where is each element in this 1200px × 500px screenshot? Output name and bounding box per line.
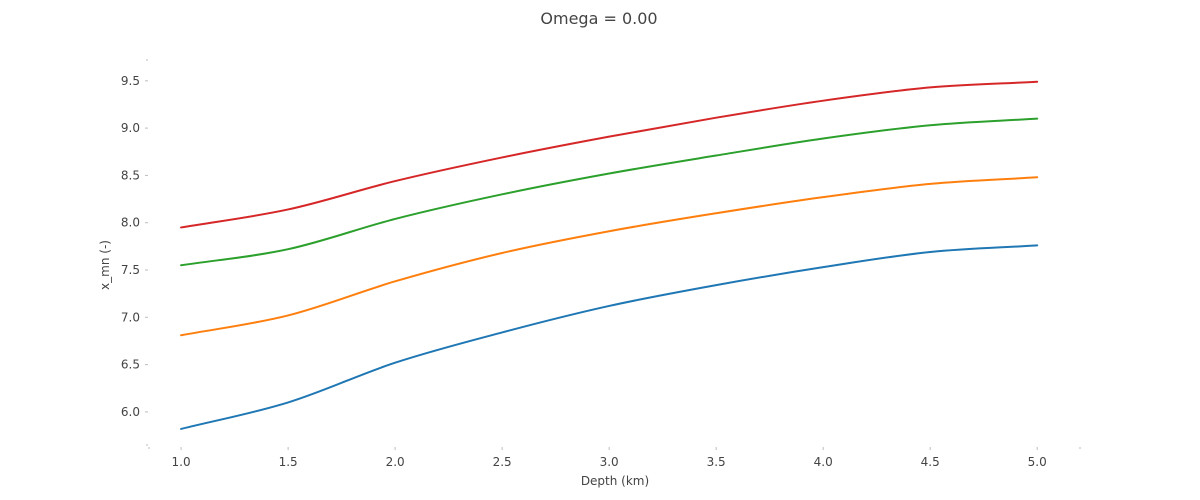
y-tick-label: 9.5	[121, 74, 140, 88]
chart-title: Omega = 0.00	[540, 9, 657, 28]
x-tick-label: 1.0	[172, 455, 191, 469]
series-layer	[180, 80, 1039, 430]
x-tick-label: 3.0	[600, 455, 619, 469]
series-line-1	[180, 244, 1039, 430]
series-line-3	[180, 117, 1039, 267]
plot-area: 1.0 1.5 2.0 2.5 3.0 3.5 4.0 4.5 5.0 6.0 6.5 7.0 7.5…	[121, 59, 1081, 469]
y-tick-label: 6.5	[121, 358, 140, 372]
y-tick-label: 6.0	[121, 405, 140, 419]
x-axis: 1.0 1.5 2.0 2.5 3.0 3.5 4.0 4.5 5.0	[148, 447, 1081, 469]
series-line-4	[180, 80, 1039, 229]
x-tick-label: 2.0	[386, 455, 405, 469]
series-line-2	[180, 176, 1039, 337]
y-tick-label: 8.5	[121, 168, 140, 182]
y-axis: 6.0 6.5 7.0 7.5 8.0 8.5 9.0 9.5	[121, 59, 148, 446]
x-tick-label: 4.5	[921, 455, 940, 469]
y-tick-label: 8.0	[121, 216, 140, 230]
x-tick-label: 5.0	[1028, 455, 1047, 469]
y-tick-label: 7.0	[121, 310, 140, 324]
y-tick-label: 9.0	[121, 121, 140, 135]
x-tick-label: 3.5	[707, 455, 726, 469]
x-tick-label: 1.5	[279, 455, 298, 469]
x-axis-label: Depth (km)	[581, 474, 649, 488]
y-tick-label: 7.5	[121, 263, 140, 277]
x-tick-label: 4.0	[814, 455, 833, 469]
y-axis-label: x_mn (-)	[98, 240, 112, 290]
x-tick-label: 2.5	[493, 455, 512, 469]
